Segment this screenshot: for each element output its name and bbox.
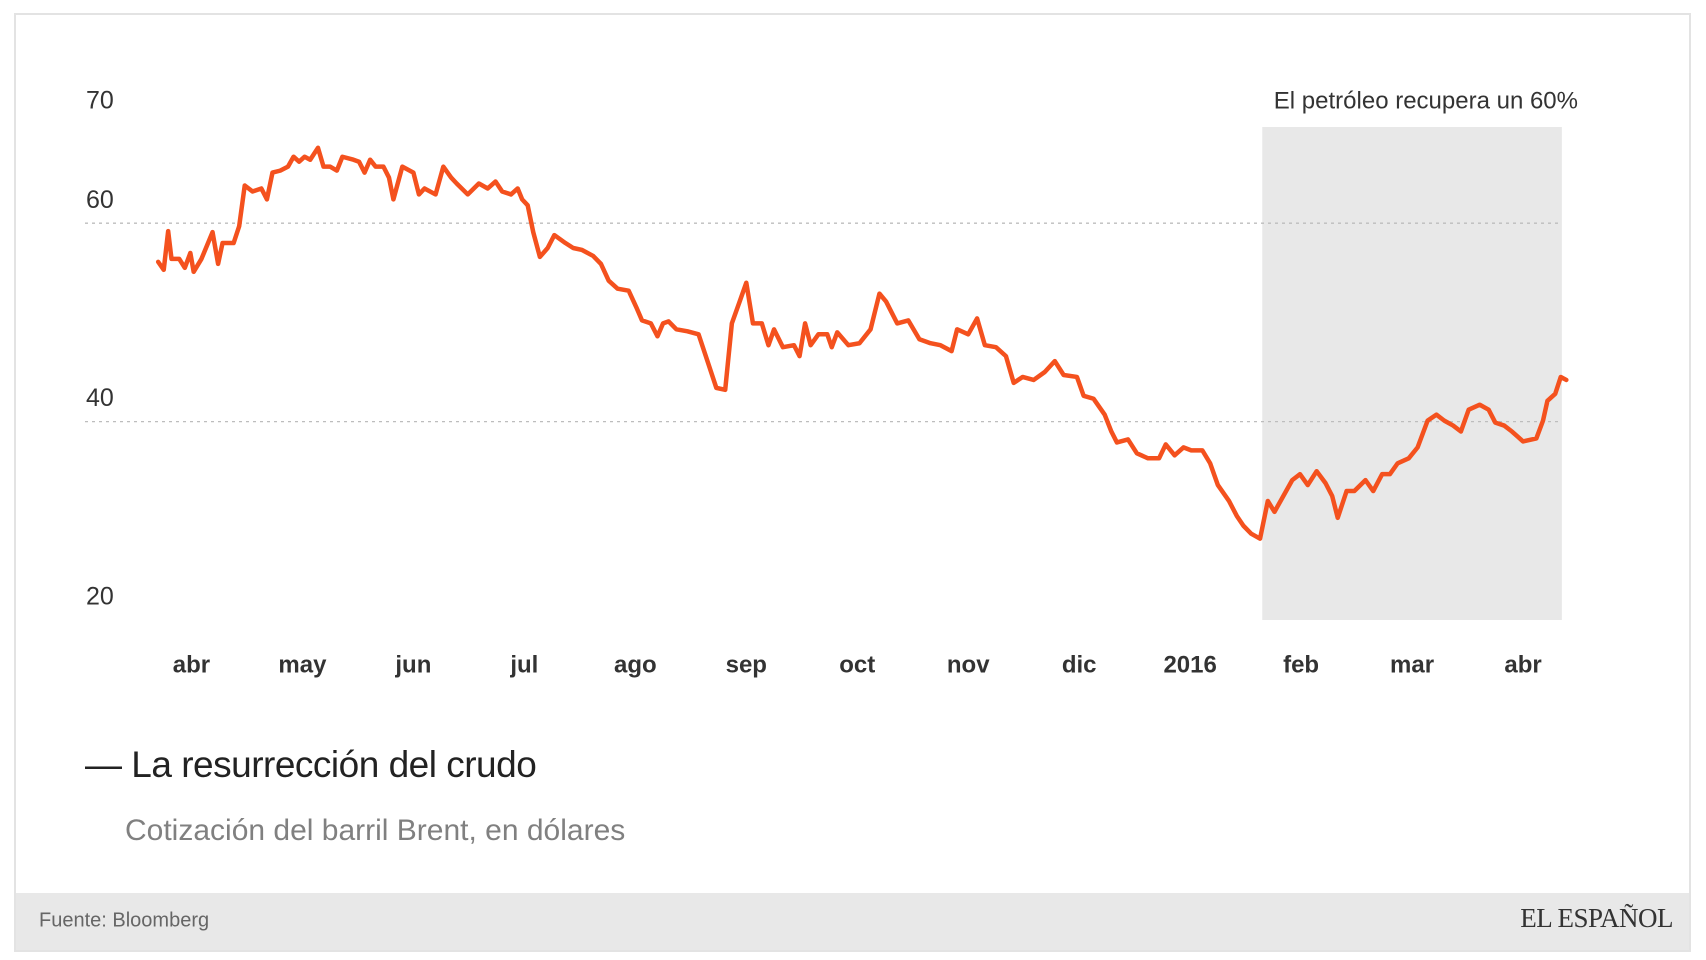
x-tick-label: feb <box>1283 651 1319 678</box>
footer-band <box>16 893 1689 950</box>
x-tick-label: jul <box>509 651 538 678</box>
y-tick-label: 40 <box>86 384 114 412</box>
x-tick-label: nov <box>947 651 990 678</box>
price-line <box>155 145 1569 541</box>
highlight-band <box>1262 127 1562 620</box>
chart-subtitle: Cotización del barril Brent, en dólares <box>125 814 625 847</box>
source: Fuente: Bloomberg <box>39 909 209 931</box>
x-tick-label: 2016 <box>1163 651 1216 678</box>
x-tick-label: dic <box>1062 651 1097 678</box>
x-tick-label: sep <box>726 651 767 678</box>
x-tick-label: may <box>278 651 327 678</box>
y-tick-label: 60 <box>86 186 114 214</box>
x-tick-label: jun <box>394 651 431 678</box>
x-tick-label: oct <box>839 651 875 678</box>
x-tick-label: mar <box>1390 651 1434 678</box>
x-tick-label: abr <box>1504 651 1541 678</box>
chart-title: — La resurrección del crudo <box>85 744 536 785</box>
annotation: El petróleo recupera un 60% <box>1274 87 1578 114</box>
y-tick-label: 20 <box>86 583 114 611</box>
plot-area: 20 40 60 70 abr may jun jul ago sep oct nov dic 2016 f… <box>85 87 1569 678</box>
x-tick-label: ago <box>614 651 657 678</box>
x-tick-label: abr <box>173 651 210 678</box>
y-tick-label: 70 <box>86 87 114 115</box>
logo: EL ESPAÑOL <box>1520 903 1673 933</box>
